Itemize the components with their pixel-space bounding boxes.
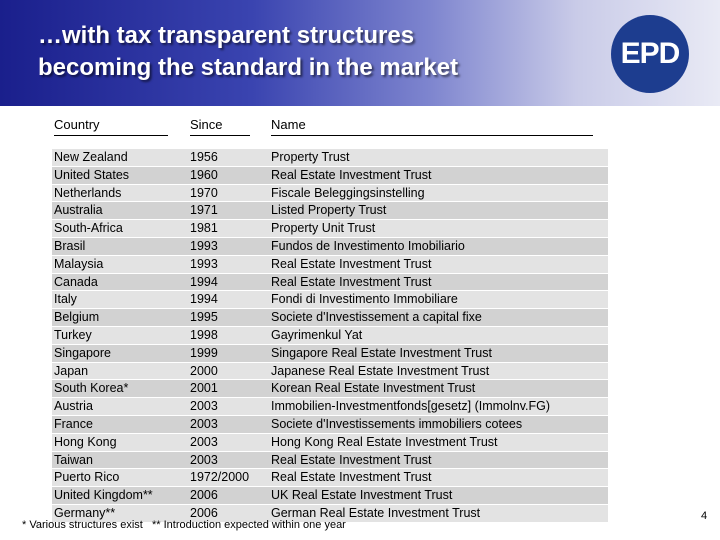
name-cell: Real Estate Investment Trust (271, 167, 432, 182)
country-cell: New Zealand (54, 150, 128, 164)
since-cell: 1981 (190, 221, 218, 236)
country-cell: Austria (54, 399, 93, 414)
name-cell: German Real Estate Investment Trust (271, 505, 481, 520)
since-cell: 1994 (190, 274, 218, 289)
country-cell: United States (54, 167, 130, 182)
table-row: Singapore 1999 Singapore Real Estate Inves… (52, 344, 608, 363)
since-cell: 1999 (190, 345, 218, 360)
country-cell: Hong Kong (54, 434, 117, 449)
table-row: Italy 1994 Fondi di Investimento Immobilia… (52, 291, 608, 310)
country-cell: Puerto Rico (54, 470, 120, 485)
name-cell: Real Estate Investment Trust (271, 452, 432, 467)
since-cell: 2000 (190, 363, 218, 378)
name-cell: Korean Real Estate Investment Trust (271, 381, 476, 396)
table-row: Brasil 1993 Fundos de Investimento Imobili… (52, 237, 608, 256)
since-cell: 1995 (190, 310, 218, 325)
slide-title: …with tax transparent structures becomin… (38, 20, 458, 84)
since-cell: 2001 (190, 381, 218, 396)
name-cell: Listed Property Trust (271, 203, 387, 218)
table-row: United Kingdom** 2006 UK Real Estate Inves… (52, 487, 608, 505)
since-cell: 2006 (190, 488, 218, 503)
name-cell: UK Real Estate Investment Trust (271, 488, 453, 503)
name-cell: Fondi di Investimento Immobiliare (271, 292, 458, 307)
table-row: Australia 1971 Listed Property Trust (52, 202, 608, 221)
country-cell: Malaysia (54, 256, 104, 271)
table-row: Japan 2000 Japanese Real Estate Investment… (52, 362, 608, 381)
footnote: * Various structures exist ** Introducti… (22, 519, 346, 531)
since-cell: 1971 (190, 203, 218, 218)
country-cell: Brasil (54, 238, 86, 253)
title-banner: …with tax transparent structures becomin… (0, 0, 720, 106)
epd-logo: EPD (611, 15, 689, 93)
since-cell: 2003 (190, 434, 218, 449)
country-cell: United Kingdom** (54, 488, 153, 503)
name-cell: Real Estate Investment Trust (271, 256, 432, 271)
since-cell: 1993 (190, 238, 218, 253)
since-cell: 2003 (190, 399, 218, 414)
column-header-name: Name (271, 117, 593, 136)
since-cell: 1956 (190, 150, 218, 164)
country-cell: Canada (54, 274, 98, 289)
table-row: New Zealand 1956 Property Trust (52, 149, 608, 167)
country-cell: Italy (54, 292, 77, 307)
table-row: South-Africa 1981 Property Unit Trust (52, 220, 608, 238)
since-cell: 1960 (190, 167, 218, 182)
name-cell: Gayrimenkul Yat (271, 327, 363, 342)
table-row: Malaysia 1993 Real Estate Investment Trust (52, 255, 608, 274)
name-cell: Property Trust (271, 150, 350, 164)
name-cell: Japanese Real Estate Investment Trust (271, 363, 490, 378)
country-cell: Netherlands (54, 185, 122, 200)
country-cell: France (54, 416, 93, 431)
name-cell: Hong Kong Real Estate Investment Trust (271, 434, 498, 449)
country-cell: Turkey (54, 327, 92, 342)
since-cell: 2003 (190, 452, 218, 467)
since-cell: 1994 (190, 292, 218, 307)
table-row: Austria 2003 Immobilien-Investmentfonds[ge… (52, 398, 608, 416)
name-cell: Property Unit Trust (271, 221, 376, 236)
page-number: 4 (701, 510, 708, 522)
country-cell: Australia (54, 203, 103, 218)
table-header: Country Since Name (54, 117, 607, 141)
table-row: Netherlands 1970 Fiscale Beleggingsinstell… (52, 184, 608, 203)
table-row: South Korea* 2001 Korean Real Estate Inves… (52, 380, 608, 399)
table-row: Germany** 2006 German Real Estate Investme… (52, 504, 608, 523)
since-cell: 1993 (190, 256, 218, 271)
reit-structures-table: Country Since Name New Zealand 1956 Proper… (52, 117, 608, 523)
since-cell: 2003 (190, 416, 218, 431)
since-cell: 1970 (190, 185, 218, 200)
country-cell: Japan (54, 363, 89, 378)
title-line-1: …with tax transparent structures (38, 22, 415, 49)
name-cell: Singapore Real Estate Investment Trust (271, 345, 492, 360)
title-line-2: becoming the standard in the market (38, 54, 459, 81)
name-cell: Societe d'Investissement a capital fixe (271, 310, 482, 325)
table-row: France 2003 Societe d'Investissements immo… (52, 415, 608, 434)
country-cell: Germany** (54, 505, 116, 520)
table-row: United States 1960 Real Estate Investment … (52, 166, 608, 185)
table-row: Hong Kong 2003 Hong Kong Real Estate Inves… (52, 433, 608, 452)
table-row: Puerto Rico 1972/2000 Real Estate Investme… (52, 469, 608, 488)
column-header-country: Country (54, 117, 168, 136)
name-cell: Societe d'Investissements immobiliers co… (271, 416, 523, 431)
name-cell: Real Estate Investment Trust (271, 470, 432, 485)
name-cell: Fiscale Beleggingsinstelling (271, 185, 425, 200)
since-cell: 1972/2000 (190, 470, 250, 485)
name-cell: Fundos de Investimento Imobiliario (271, 238, 465, 253)
table-row: Taiwan 2003 Real Estate Investment Trust (52, 451, 608, 470)
name-cell: Immobilien-Investmentfonds[gesetz] (Immo… (271, 399, 551, 414)
country-cell: Singapore (54, 345, 111, 360)
name-cell: Real Estate Investment Trust (271, 274, 432, 289)
table-row: Belgium 1995 Societe d'Investissement a ca… (52, 309, 608, 327)
country-cell: South-Africa (54, 221, 123, 236)
table-row: Canada 1994 Real Estate Investment Trust (52, 273, 608, 292)
country-cell: Belgium (54, 310, 100, 325)
since-cell: 1998 (190, 327, 218, 342)
since-cell: 2006 (190, 505, 218, 520)
country-cell: South Korea* (54, 381, 129, 396)
country-cell: Taiwan (54, 452, 93, 467)
table-body: New Zealand 1956 Property Trust United Stat… (52, 149, 608, 523)
column-header-since: Since (190, 117, 250, 136)
table-row: Turkey 1998 Gayrimenkul Yat (52, 326, 608, 345)
